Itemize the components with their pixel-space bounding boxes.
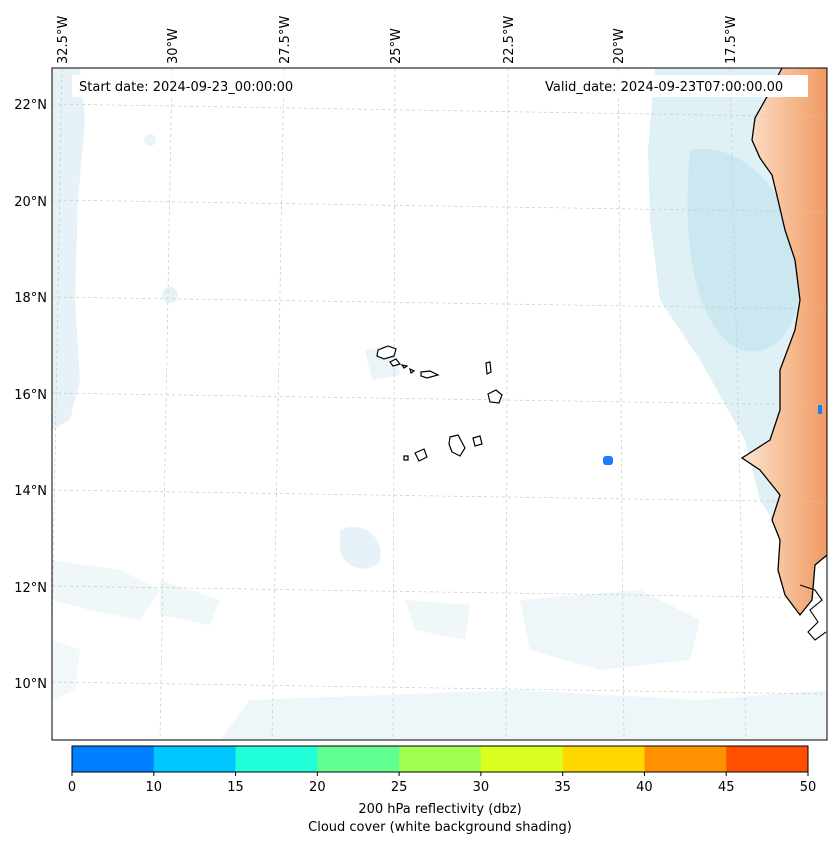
colorbar-swatch — [399, 746, 482, 772]
valid-date-box — [538, 75, 808, 97]
colorbar-swatch — [72, 746, 155, 772]
lon-label: 20°W — [612, 28, 627, 64]
graticule — [52, 68, 827, 740]
colorbar-tick-label: 40 — [636, 780, 653, 795]
colorbar-tick-label: 10 — [146, 780, 163, 795]
lat-label: 14°N — [14, 484, 47, 499]
lon-label: 27.5°W — [278, 16, 293, 64]
map-frame — [51, 67, 828, 741]
lon-label: 25°W — [389, 28, 404, 64]
colorbar-tick-label: 45 — [718, 780, 735, 795]
cape-verde-islands — [376, 345, 503, 462]
longitude-labels: 32.5°W 30°W 27.5°W 25°W 22.5°W 20°W 17.5… — [56, 16, 739, 64]
start-date-box — [72, 75, 316, 97]
colorbar-swatch — [644, 746, 727, 772]
reflectivity-cell — [818, 405, 822, 414]
start-date-label: Start date: 2024-09-23_00:00:00 — [79, 80, 293, 95]
colorbar-swatch — [480, 746, 564, 772]
colorbar-label-line1: 200 hPa reflectivity (dbz) — [358, 802, 521, 817]
colorbar-tick-label: 0 — [68, 780, 76, 795]
lon-label: 32.5°W — [56, 16, 71, 64]
map-area: Start date: 2024-09-23_00:00:00 Valid_da… — [52, 68, 827, 740]
lon-label: 17.5°W — [724, 16, 739, 64]
guinea-bissau-coast — [799, 584, 827, 641]
lon-label: 22.5°W — [502, 16, 517, 64]
land-mass — [742, 68, 827, 615]
colorbar-tick-label: 50 — [800, 780, 817, 795]
colorbar-swatch — [726, 746, 809, 772]
colorbar-swatch — [317, 746, 400, 772]
lon-label: 30°W — [166, 28, 181, 64]
colorbar-tick-label: 30 — [473, 780, 490, 795]
valid-date-label: Valid_date: 2024-09-23T07:00:00.00 — [545, 80, 783, 95]
lat-label: 18°N — [14, 291, 47, 306]
colorbar-tick-label: 35 — [554, 780, 571, 795]
africa-coastline — [740, 68, 827, 617]
colorbar-tick-label: 25 — [391, 780, 408, 795]
colorbar-swatch — [235, 746, 318, 772]
lat-label: 16°N — [14, 388, 47, 403]
colorbar-frame — [71, 745, 809, 773]
colorbar-label-line2: Cloud cover (white background shading) — [308, 820, 572, 835]
lat-label: 20°N — [14, 195, 47, 210]
lat-label: 10°N — [14, 677, 47, 692]
reflectivity-cell — [603, 456, 613, 465]
colorbar-swatch — [153, 746, 237, 772]
latitude-labels: 22°N 20°N 18°N 16°N 14°N 12°N 10°N — [14, 98, 47, 692]
lat-label: 22°N — [14, 98, 47, 113]
colorbar: 0 10 15 20 25 30 35 40 45 50 200 hPa reflectivity… — [68, 745, 817, 835]
lat-label: 12°N — [14, 581, 47, 596]
colorbar-tick-label: 15 — [227, 780, 244, 795]
colorbar-swatch — [562, 746, 645, 772]
colorbar-tick-label: 20 — [309, 780, 326, 795]
